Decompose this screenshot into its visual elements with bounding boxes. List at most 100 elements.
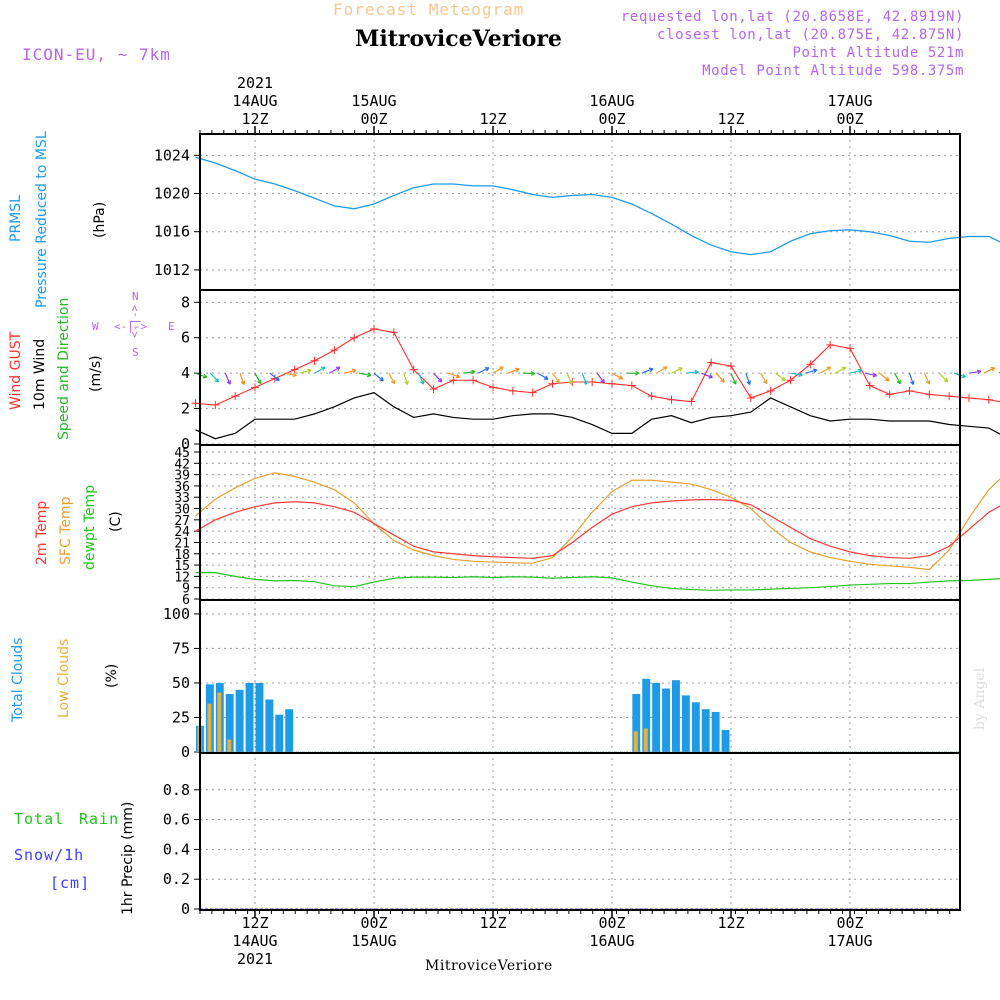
wind-direction-arrow: [269, 372, 280, 382]
wind-direction-arrowhead: [404, 380, 409, 385]
wind-direction-arrowhead: [600, 378, 605, 384]
wind-speed-line: [195, 391, 1000, 440]
y-tick-label: 39: [174, 469, 190, 484]
y-tick-label: 6: [182, 593, 190, 608]
wind-gust-marker: [330, 346, 339, 355]
wind-direction-arrowhead: [708, 374, 713, 379]
wind-direction-arrowhead: [583, 380, 588, 385]
total-cloud-bar: [255, 682, 264, 752]
bottom-time-label: 12Z: [479, 914, 506, 932]
total-cloud-bar: [701, 709, 710, 752]
wind-gust-marker: [608, 379, 616, 388]
sfc-temp-line: [195, 472, 1000, 571]
y-tick-label: 0.8: [163, 781, 190, 799]
wind-direction-arrowhead: [943, 377, 949, 383]
wind-direction-arrow: [671, 367, 683, 374]
total-label: Total: [14, 810, 65, 828]
closest-coordinates: closest lon,lat (20.875E, 42.875N): [657, 27, 964, 43]
wind-direction-arrowhead: [275, 376, 280, 382]
wind-direction-arrow: [701, 372, 713, 379]
wind-gust-marker: [370, 324, 378, 333]
y-tick-label: 15: [174, 559, 190, 574]
point-altitude: Point Altitude 521m: [792, 45, 964, 61]
wind-direction-arrowhead: [746, 380, 752, 385]
y-tick-label: 21: [174, 536, 190, 551]
y-tick-label: 6: [181, 329, 190, 347]
wind-direction-arrow: [224, 372, 231, 385]
wind-direction-arrowhead: [798, 372, 803, 377]
y-tick-label: 27: [174, 514, 190, 529]
wind-direction-arrow: [790, 372, 803, 376]
wind-direction-arrow: [805, 369, 818, 374]
prmsl-label: PRMSL: [8, 195, 24, 242]
top-time-label: 00Z: [360, 110, 387, 128]
cloud-unit: (%): [104, 663, 120, 688]
wind-gust-marker: [667, 395, 676, 404]
y-tick-label: 25: [172, 708, 190, 726]
wind-direction-arrowhead: [990, 367, 996, 372]
wind-direction-arrow: [849, 369, 862, 374]
wind-direction-arrowhead: [455, 373, 461, 379]
wind-direction-arrow: [775, 372, 786, 381]
wind-direction-arrowhead: [240, 380, 246, 385]
low-cloud-bar: [643, 728, 648, 752]
wind-direction-arrow: [492, 366, 504, 374]
model-label: ICON-EU, ~ 7km: [22, 45, 171, 64]
wind-direction-arrow: [418, 372, 425, 385]
pressure-label: Pressure Reduced to MSL: [34, 131, 50, 308]
wind-direction-arrow: [209, 372, 219, 383]
rain-label: Rain: [79, 810, 120, 828]
wind-gust-marker: [786, 376, 795, 385]
wind-direction-arrowhead: [694, 369, 699, 375]
wind-unit: (m/s): [88, 355, 104, 392]
wind-direction-arrow: [195, 372, 207, 378]
wind-direction-arrowhead: [555, 378, 560, 384]
wind-direction-arrow: [314, 366, 326, 374]
wind-gust-marker: [826, 340, 835, 349]
wind-gust-marker: [647, 392, 656, 401]
wind-direction-arrow: [923, 372, 930, 385]
wind-gust-marker: [707, 358, 716, 367]
bottom-time-label: 2021: [237, 950, 273, 968]
panel-frames: [199, 133, 961, 911]
product-title: Forecast Meteogram: [333, 0, 525, 19]
wind-gust-label: Wind GUST: [8, 331, 24, 410]
y-tick-label: 45: [174, 446, 190, 461]
bottom-time-label: 00Z: [598, 914, 625, 932]
total-cloud-bar: [672, 680, 680, 752]
y-tick-label: 0.2: [163, 870, 190, 888]
wind-direction-arrowhead: [872, 372, 878, 378]
y-tick-label: 12: [174, 570, 190, 585]
wind-gust-marker: [429, 385, 438, 394]
top-time-label: 15AUG: [351, 92, 396, 110]
wind-direction-arrow: [611, 372, 623, 380]
low-cloud-bar: [207, 703, 212, 752]
top-time-label: 14AUG: [232, 92, 277, 110]
wind-direction-arrow: [448, 372, 460, 378]
wind-gust-line: [195, 328, 1000, 406]
bottom-time-label: 12Z: [241, 914, 268, 932]
wind-direction-arrowhead: [732, 380, 737, 385]
wind-direction-arrowhead: [648, 367, 654, 373]
total-cloud-bar: [235, 689, 244, 752]
wind-direction-arrowhead: [896, 379, 901, 385]
panel-frame: [199, 599, 961, 754]
wind-direction-arrowhead: [351, 368, 357, 374]
wind-gust-marker: [687, 397, 696, 406]
total-cloud-bar: [711, 711, 720, 752]
top-time-label: 12Z: [717, 110, 744, 128]
wind-direction-arrow: [730, 372, 737, 385]
temp-unit: (C): [108, 511, 124, 532]
wind-panel: 0 2 4 6 8: [181, 293, 1000, 453]
wind-gust-marker: [191, 399, 200, 408]
wind-direction-arrow: [463, 370, 476, 374]
wind-direction-arrow: [745, 372, 751, 385]
wind-gust-marker: [965, 393, 973, 402]
model-point-altitude: Model Point Altitude 598.375m: [702, 63, 964, 79]
wind-direction-arrowhead: [484, 367, 490, 372]
wind-direction-arrow: [477, 367, 490, 374]
total-cloud-bar: [642, 678, 651, 752]
wind-gust-marker: [627, 381, 636, 390]
compass-east-west-arrow: <-|->: [114, 320, 148, 333]
